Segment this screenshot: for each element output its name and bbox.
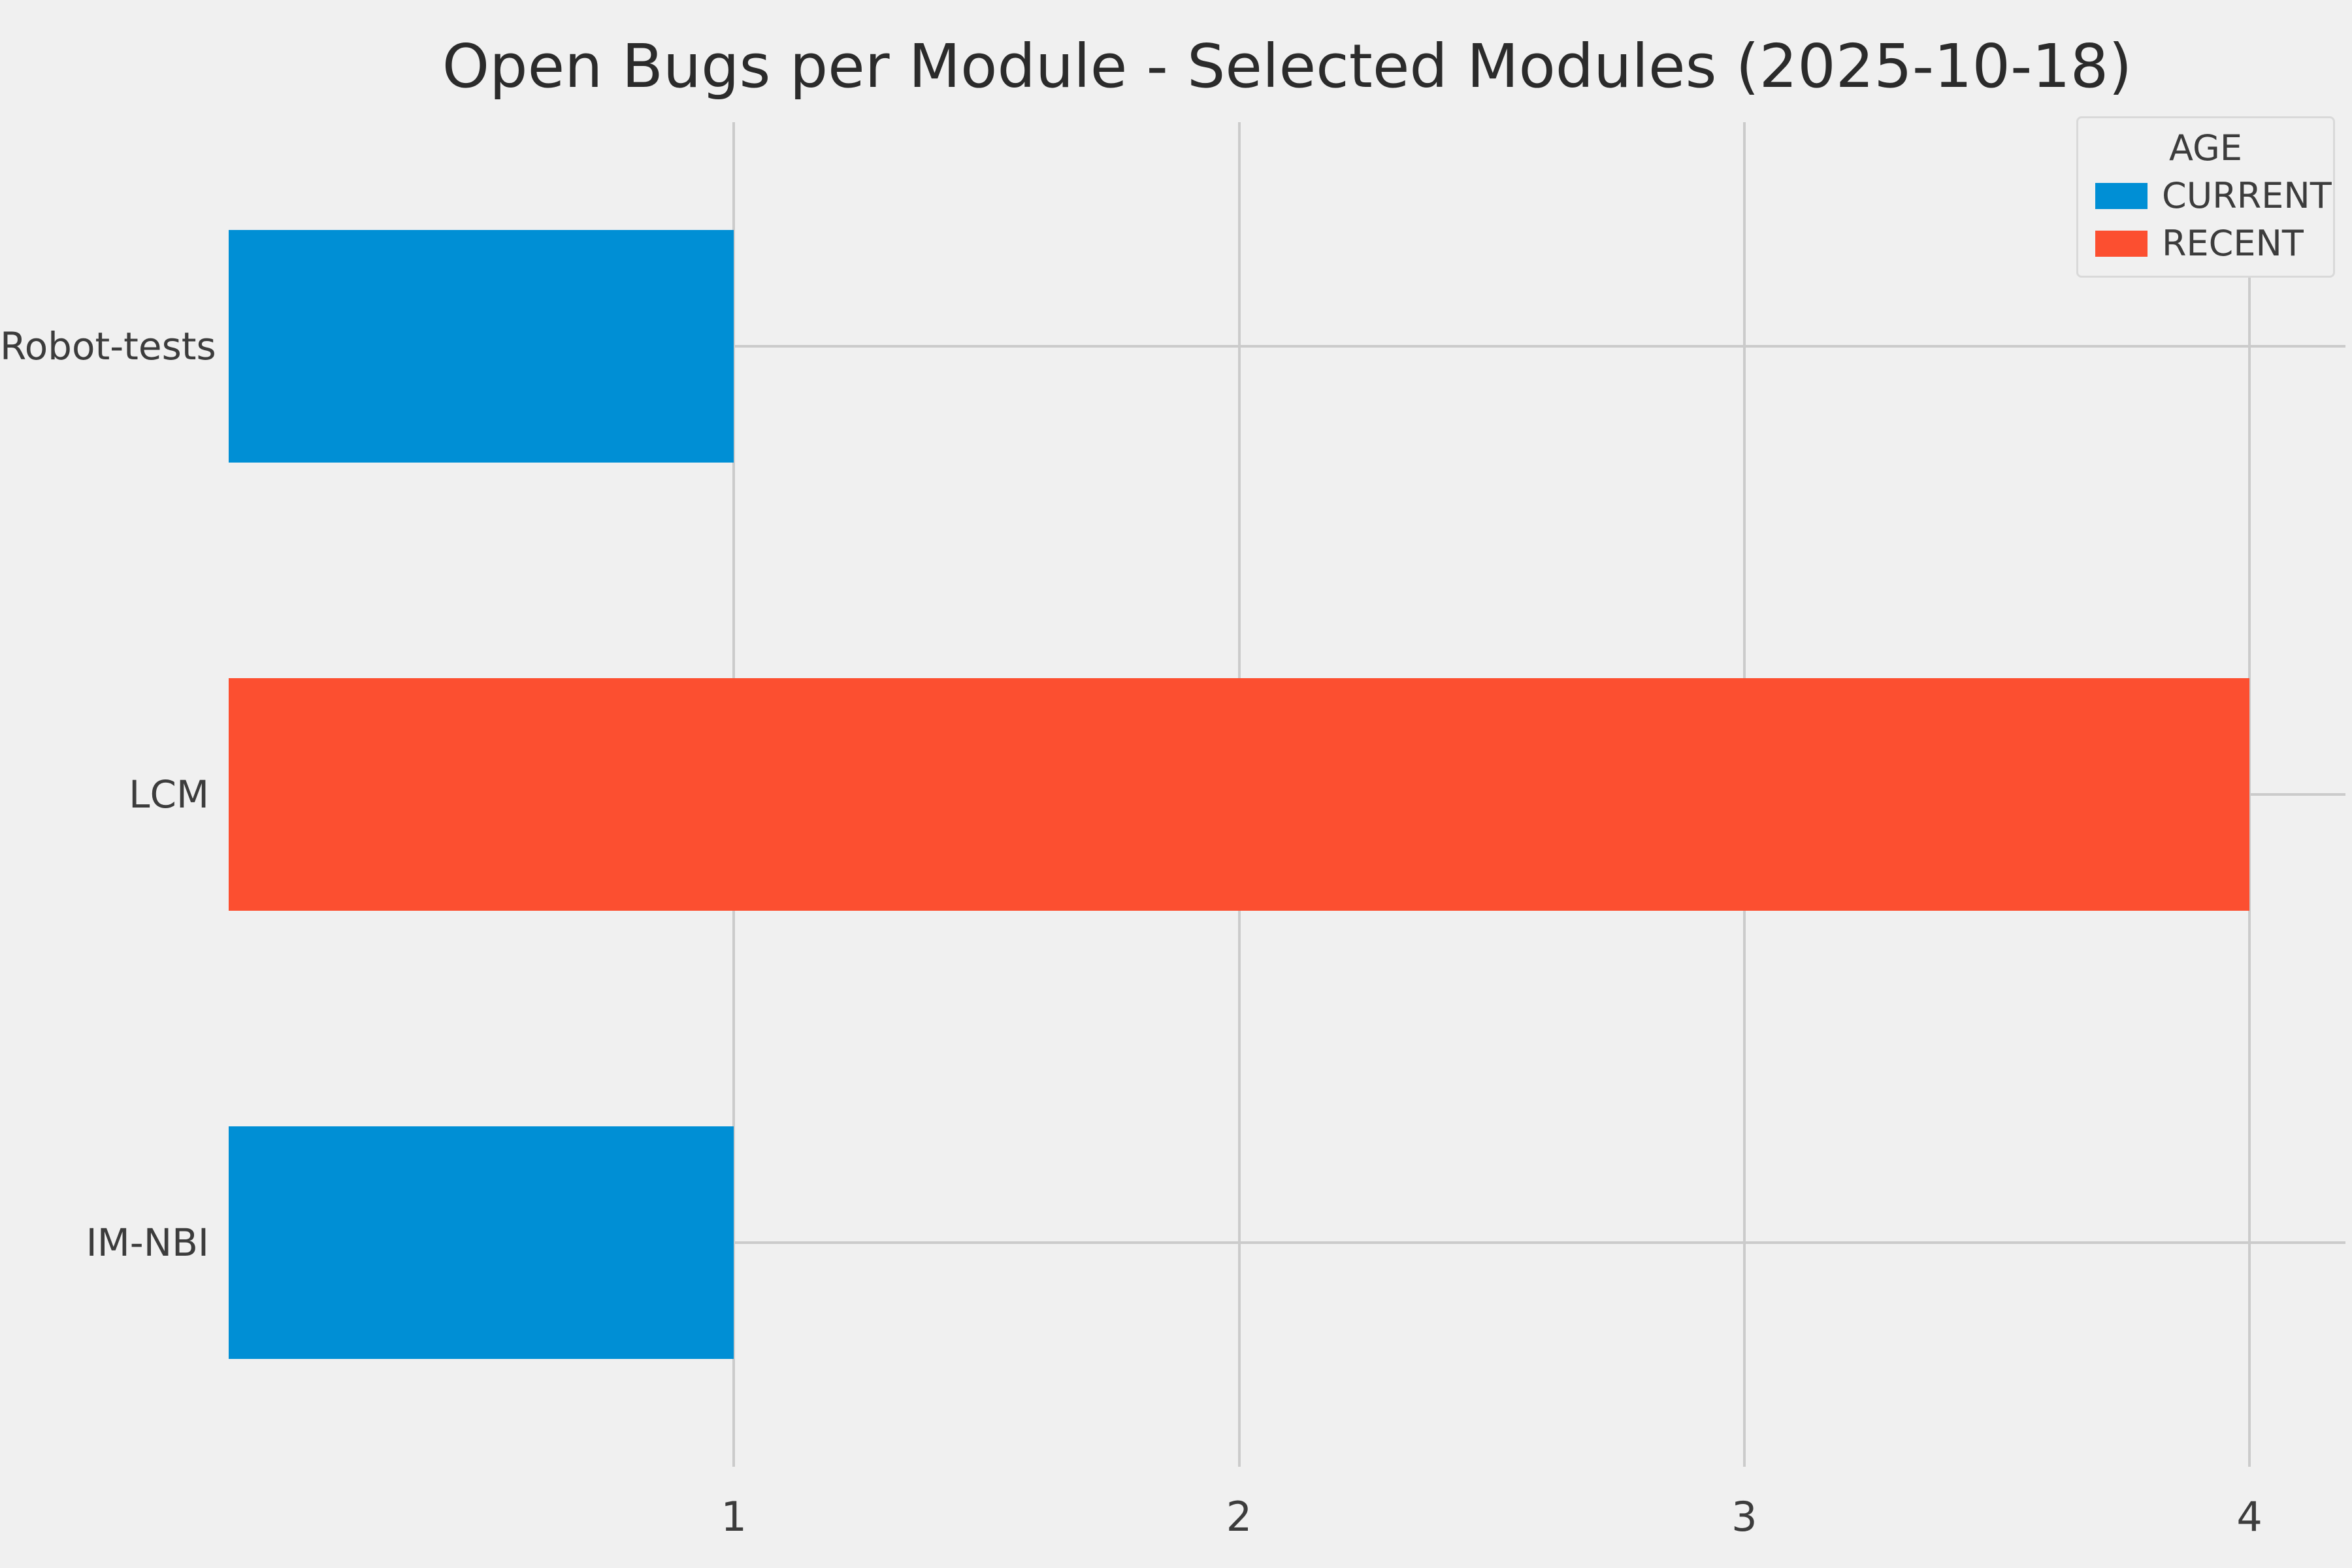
legend-label-recent: RECENT [2162,223,2304,264]
x-tick-label-4: 4 [2236,1493,2262,1541]
legend-entry-current: CURRENT [2095,175,2332,216]
y-tick-label-im-nbi: IM-NBI [86,1220,209,1265]
bar-robot-tests [229,229,734,463]
x-tick-label-3: 3 [1731,1493,1757,1541]
y-tick-label-robot-tests: Robot-tests [0,324,216,368]
legend: AGE CURRENT RECENT [2076,116,2335,278]
legend-entries: CURRENT RECENT [2095,175,2332,264]
x-tick-label-2: 2 [1226,1493,1252,1541]
legend-label-current: CURRENT [2162,175,2332,216]
x-tick-label-1: 1 [721,1493,747,1541]
legend-swatch-recent [2095,230,2148,257]
bar-lcm [229,678,2250,911]
legend-entry-recent: RECENT [2095,223,2316,264]
y-tick-label-lcm: LCM [129,772,209,817]
chart-title: Open Bugs per Module - Selected Modules … [442,31,2132,101]
horizontal-gridline-im-nbi [229,1241,2345,1244]
legend-title: AGE [2169,127,2242,169]
horizontal-gridline-robot-tests [229,345,2345,348]
legend-swatch-current [2095,182,2148,209]
plot-area [229,122,2345,1467]
bar-im-nbi [229,1126,734,1360]
